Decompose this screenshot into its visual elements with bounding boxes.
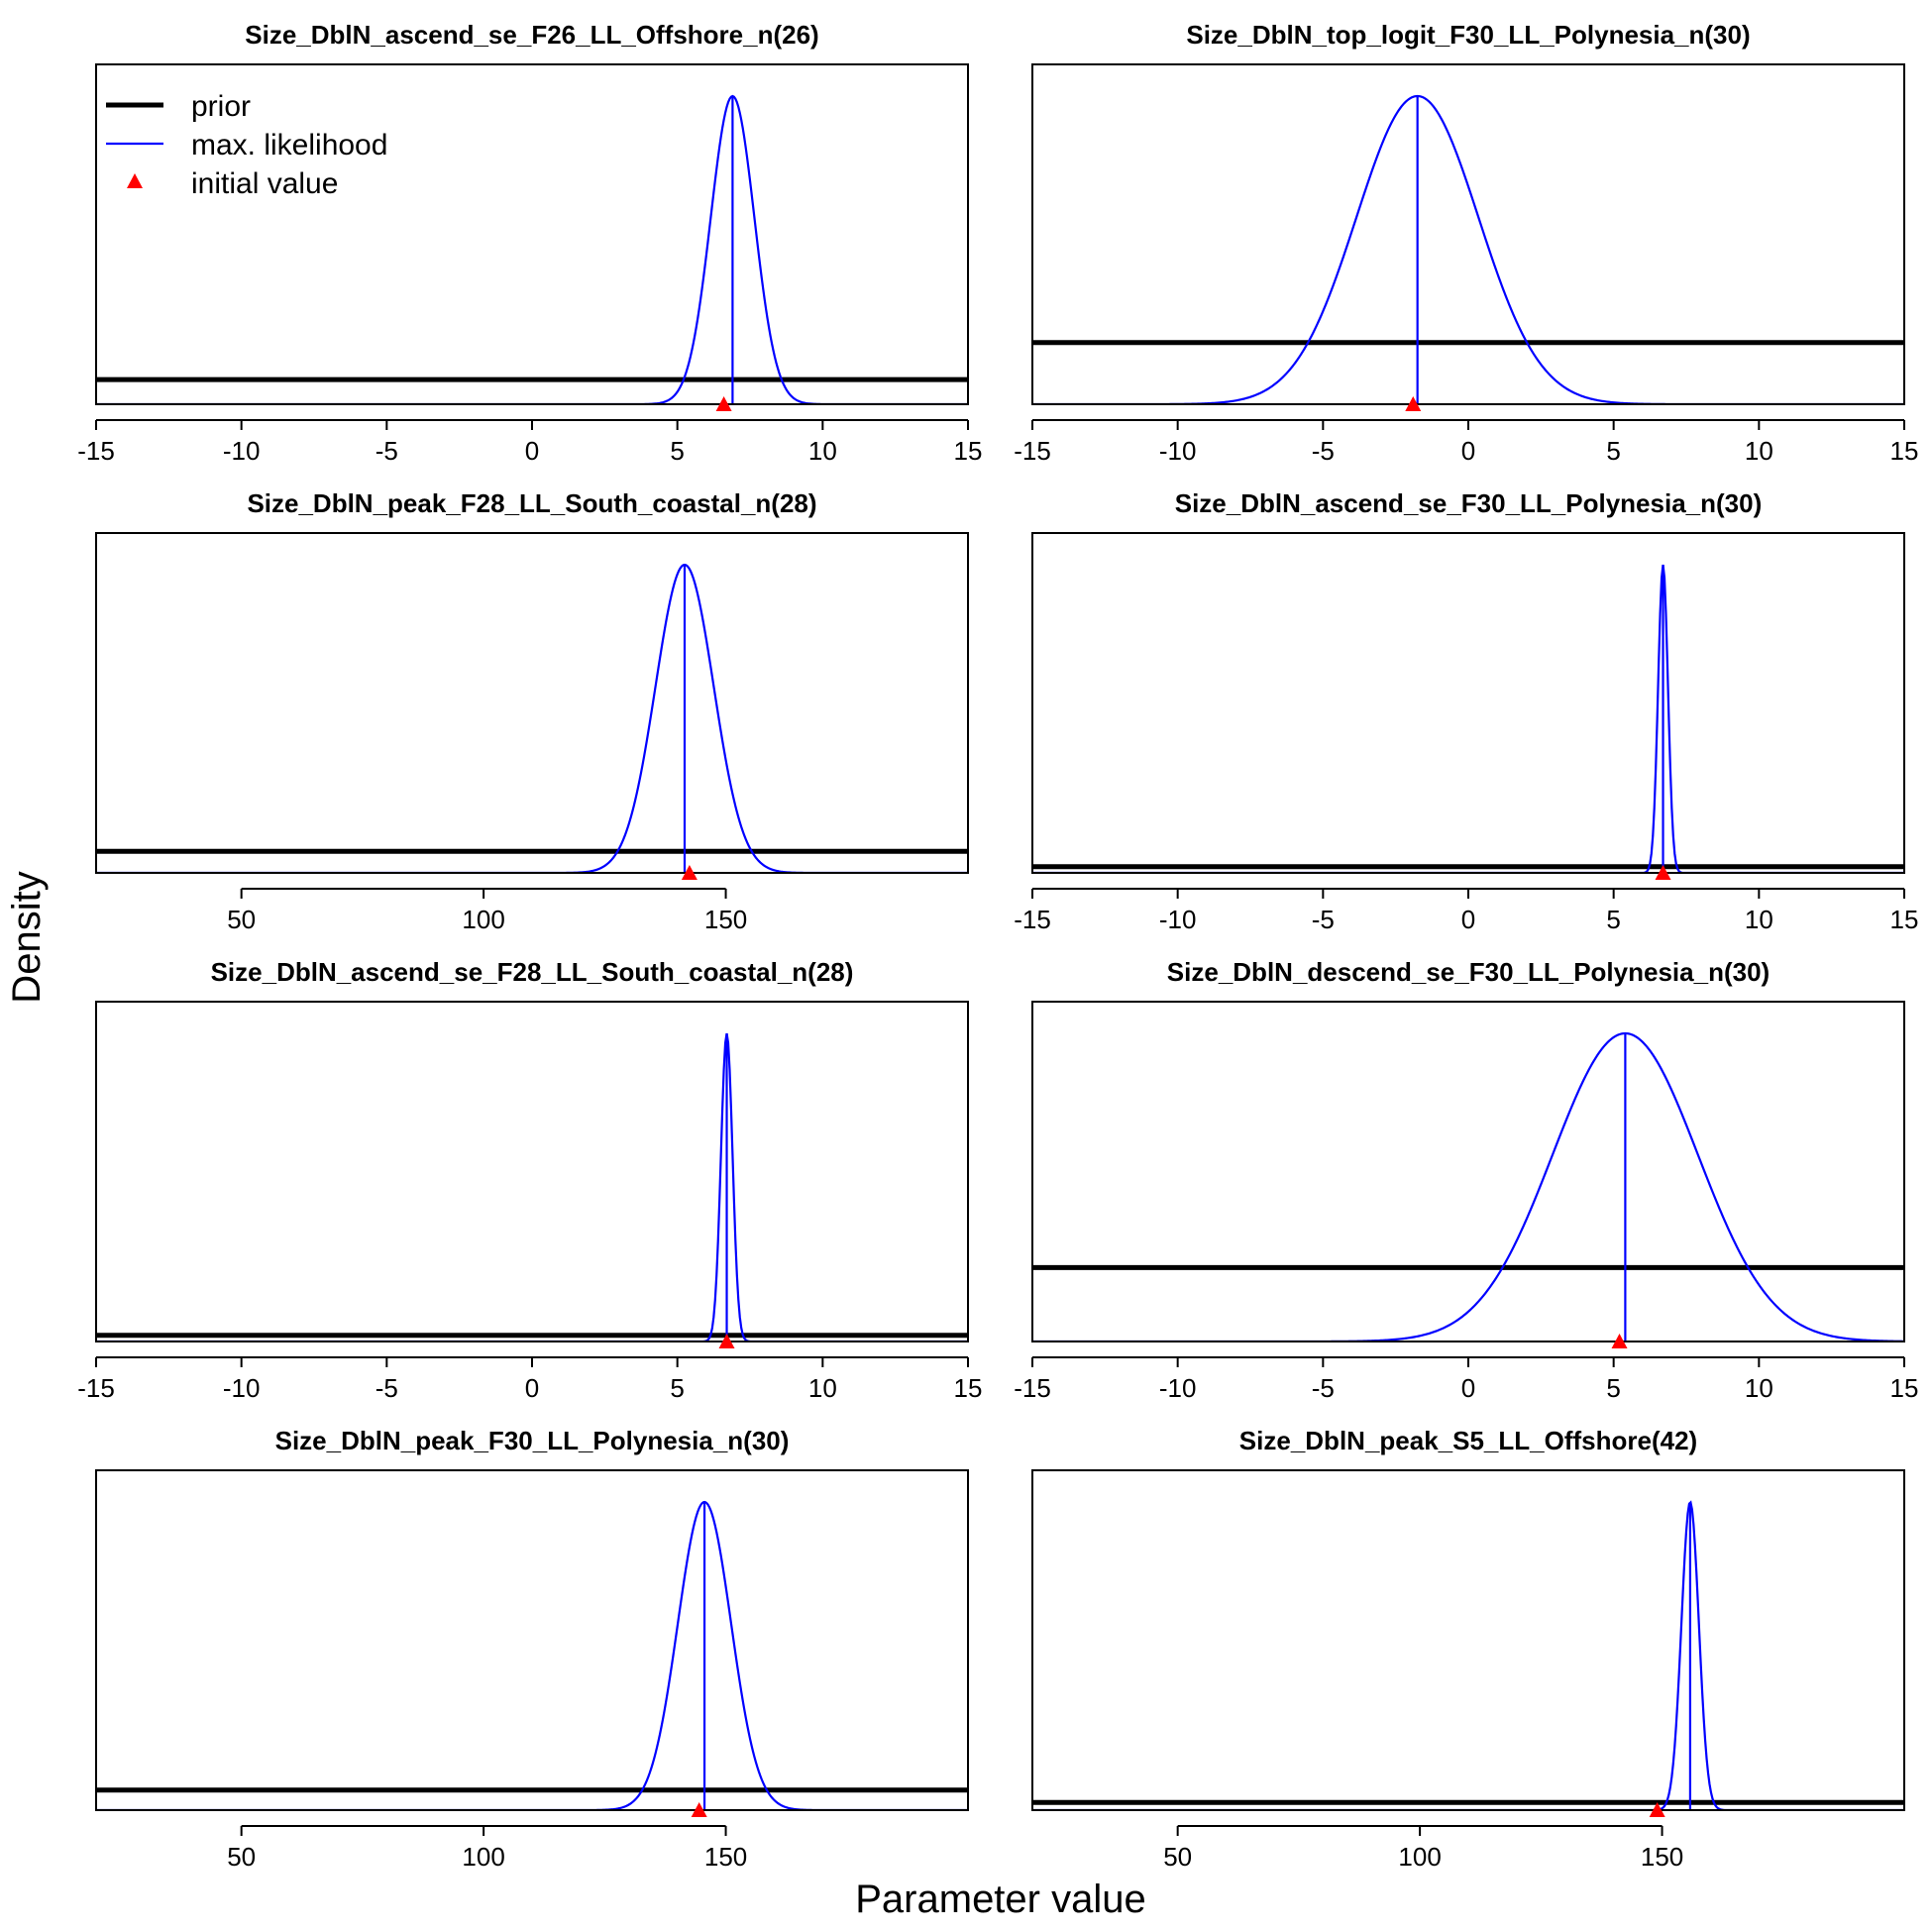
x-tick-label: -5 [376, 1373, 398, 1403]
x-tick-label: 100 [1398, 1842, 1441, 1872]
x-tick-label: 5 [1606, 905, 1620, 934]
plot-frame [95, 1469, 969, 1811]
panel-7: Size_DblN_peak_F30_LL_Polynesia_n(30) 50 1… [95, 1426, 969, 1872]
initial-value-marker [718, 1334, 735, 1348]
x-axis-label: Parameter value [855, 1878, 1145, 1921]
panel-6: Size_DblN_descend_se_F30_LL_Polynesia_n(… [1014, 957, 1918, 1403]
likelihood-curve [1032, 564, 1904, 873]
x-tick-label: 10 [808, 436, 837, 466]
plot-frame [95, 1001, 969, 1342]
x-tick-label: -10 [1159, 1373, 1197, 1403]
x-tick-label: -10 [1159, 905, 1197, 934]
x-tick-label: 10 [1745, 905, 1773, 934]
panel-4: Size_DblN_ascend_se_F30_LL_Polynesia_n(3… [1014, 488, 1918, 934]
panel-title: Size_DblN_ascend_se_F26_LL_Offshore_n(26… [245, 20, 818, 50]
x-tick-label: 10 [808, 1373, 837, 1403]
likelihood-curve [1032, 1500, 1904, 1810]
x-tick-label: 150 [704, 905, 747, 934]
x-tick-label: 15 [1890, 436, 1919, 466]
x-tick-label: 150 [1641, 1842, 1683, 1872]
initial-value-marker [691, 1802, 707, 1817]
legend-label: initial value [191, 167, 338, 200]
initial-value-marker [1611, 1334, 1628, 1348]
y-axis-label: Density [5, 871, 49, 1003]
x-tick-label: 5 [1606, 1373, 1620, 1403]
likelihood-curve [96, 563, 968, 873]
panel-title: Size_DblN_ascend_se_F30_LL_Polynesia_n(3… [1175, 488, 1763, 518]
legend-initial-swatch [127, 173, 143, 188]
x-tick-label: 50 [227, 905, 256, 934]
x-tick-label: -15 [1014, 436, 1051, 466]
x-tick-label: 100 [462, 1842, 504, 1872]
panel-2: Size_DblN_top_logit_F30_LL_Polynesia_n(3… [1014, 20, 1918, 466]
panel-title: Size_DblN_peak_S5_LL_Offshore(42) [1239, 1426, 1697, 1455]
x-tick-label: -15 [77, 436, 115, 466]
x-tick-label: -10 [1159, 436, 1197, 466]
panel-title: Size_DblN_peak_F30_LL_Polynesia_n(30) [275, 1426, 790, 1455]
initial-value-marker [1405, 396, 1422, 411]
x-tick-label: 15 [954, 1373, 983, 1403]
panel-3: Size_DblN_peak_F28_LL_South_coastal_n(28… [95, 488, 969, 934]
x-tick-label: 50 [1163, 1842, 1192, 1872]
x-tick-label: -5 [1312, 436, 1335, 466]
x-tick-label: 100 [462, 905, 504, 934]
x-tick-label: 15 [1890, 905, 1919, 934]
likelihood-curve [1032, 94, 1904, 404]
initial-value-marker [1655, 865, 1671, 880]
x-tick-label: 5 [670, 436, 684, 466]
plot-frame [95, 63, 969, 405]
x-tick-label: 0 [1461, 905, 1475, 934]
x-tick-label: 50 [227, 1842, 256, 1872]
x-tick-label: -5 [1312, 1373, 1335, 1403]
x-tick-label: 0 [525, 1373, 539, 1403]
panels-group: Size_DblN_ascend_se_F26_LL_Offshore_n(26… [77, 20, 1918, 1872]
x-tick-label: -15 [77, 1373, 115, 1403]
likelihood-curve [96, 1500, 968, 1810]
panel-1: Size_DblN_ascend_se_F26_LL_Offshore_n(26… [77, 20, 982, 466]
plot-frame [1031, 1469, 1905, 1811]
x-tick-label: 0 [525, 436, 539, 466]
x-tick-label: 10 [1745, 436, 1773, 466]
panel-title: Size_DblN_descend_se_F30_LL_Polynesia_n(… [1167, 957, 1770, 987]
legend-label: max. likelihood [191, 129, 387, 161]
x-tick-label: 150 [704, 1842, 747, 1872]
plot-frame [1031, 63, 1905, 405]
x-tick-label: 5 [1606, 436, 1620, 466]
likelihood-curve [1032, 1031, 1904, 1342]
plot-frame [1031, 1001, 1905, 1342]
legend: prior max. likelihood initial value [106, 90, 387, 200]
panel-title: Size_DblN_top_logit_F30_LL_Polynesia_n(3… [1186, 20, 1750, 50]
x-tick-label: 0 [1461, 1373, 1475, 1403]
legend-label: prior [191, 90, 251, 123]
initial-value-marker [715, 396, 732, 411]
panel-8: Size_DblN_peak_S5_LL_Offshore(42) 50 100 15… [1031, 1426, 1905, 1872]
x-tick-label: -15 [1014, 905, 1051, 934]
likelihood-curve [96, 1032, 968, 1342]
x-tick-label: 15 [954, 436, 983, 466]
plot-frame [1031, 532, 1905, 874]
x-tick-label: 0 [1461, 436, 1475, 466]
x-tick-label: -5 [376, 436, 398, 466]
panel-5: Size_DblN_ascend_se_F28_LL_South_coastal… [77, 957, 982, 1403]
plot-frame [95, 532, 969, 874]
x-tick-label: -5 [1312, 905, 1335, 934]
initial-value-marker [681, 865, 698, 880]
panel-title: Size_DblN_ascend_se_F28_LL_South_coastal… [211, 957, 854, 987]
x-tick-label: 15 [1890, 1373, 1919, 1403]
x-tick-label: -10 [223, 1373, 261, 1403]
x-tick-label: -10 [223, 436, 261, 466]
initial-value-marker [1649, 1802, 1665, 1817]
x-tick-label: 10 [1745, 1373, 1773, 1403]
x-tick-label: -15 [1014, 1373, 1051, 1403]
panel-title: Size_DblN_peak_F28_LL_South_coastal_n(28… [247, 488, 816, 518]
x-tick-label: 5 [670, 1373, 684, 1403]
